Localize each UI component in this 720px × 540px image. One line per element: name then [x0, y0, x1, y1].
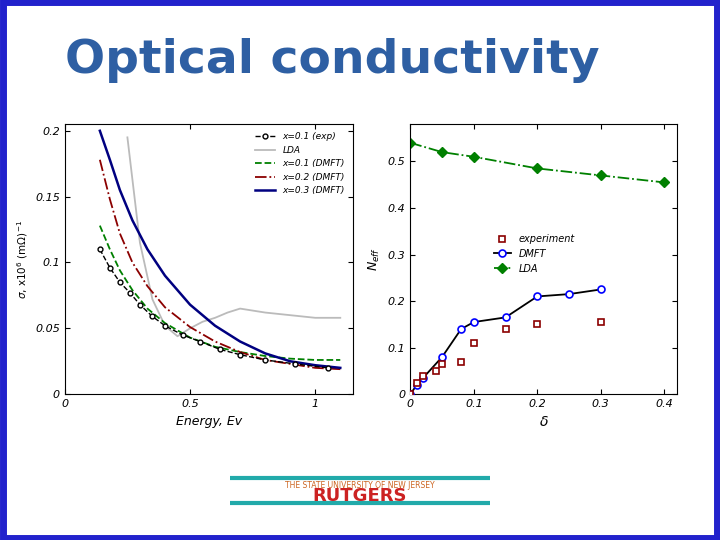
Text: RUTGERS: RUTGERS — [312, 487, 408, 505]
X-axis label: Energy, Ev: Energy, Ev — [176, 415, 242, 428]
Legend: x=0.1 (exp), LDA, x=0.1 (DMFT), x=0.2 (DMFT), x=0.3 (DMFT): x=0.1 (exp), LDA, x=0.1 (DMFT), x=0.2 (D… — [251, 129, 348, 199]
X-axis label: $\delta$: $\delta$ — [539, 415, 549, 429]
Text: Optical conductivity: Optical conductivity — [65, 38, 599, 83]
Legend: experiment, DMFT, LDA: experiment, DMFT, LDA — [490, 230, 579, 278]
Y-axis label: $N_{eff}$: $N_{eff}$ — [367, 247, 382, 271]
Text: THE STATE UNIVERSITY OF NEW JERSEY: THE STATE UNIVERSITY OF NEW JERSEY — [285, 481, 435, 490]
Y-axis label: $\sigma$, x10$^6$ (m$\Omega$)$^{-1}$: $\sigma$, x10$^6$ (m$\Omega$)$^{-1}$ — [14, 220, 30, 299]
